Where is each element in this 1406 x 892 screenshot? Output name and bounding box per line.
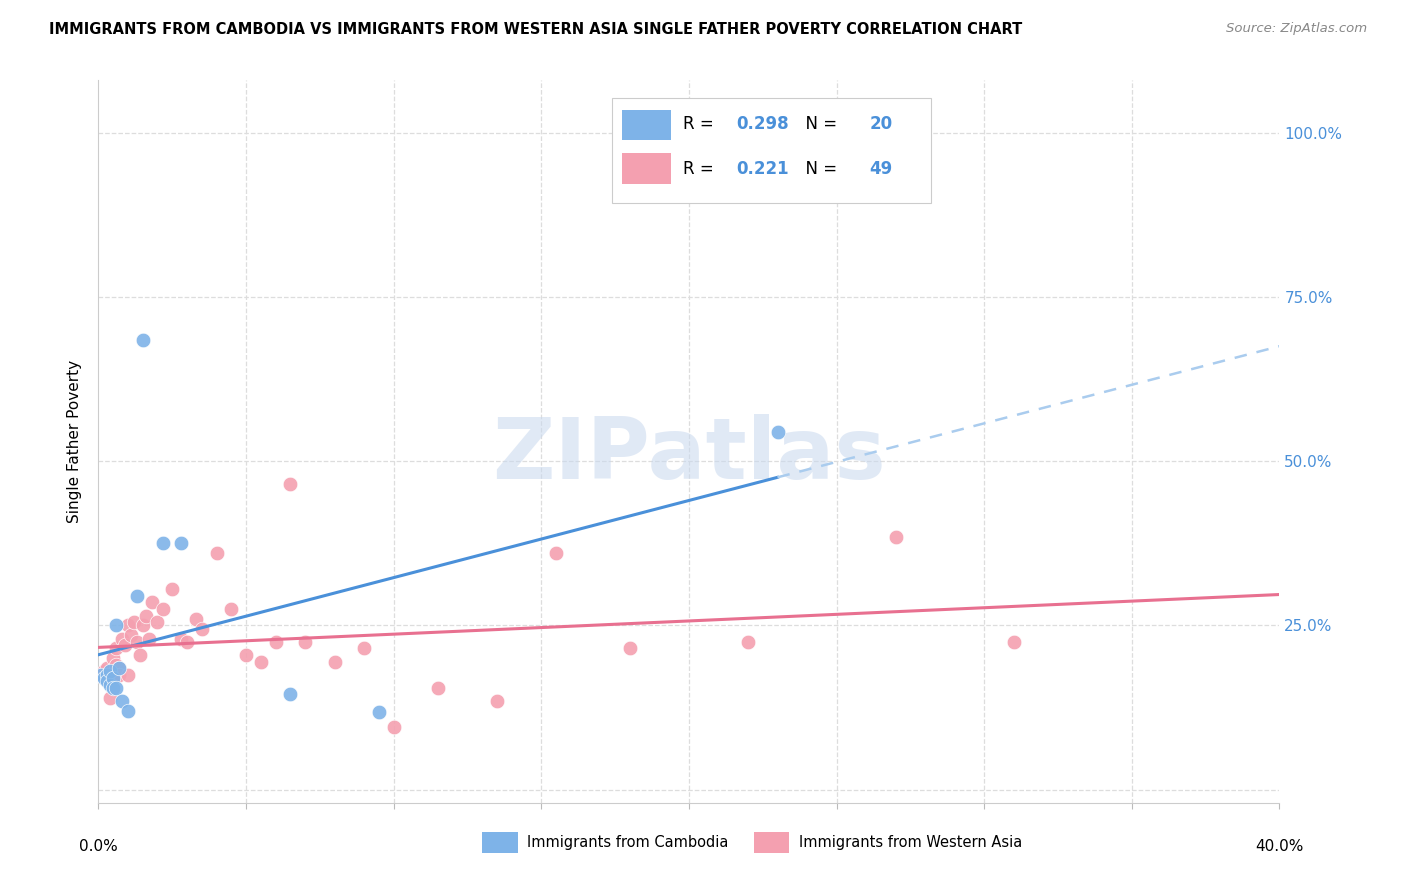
Text: ZIPatlas: ZIPatlas (492, 415, 886, 498)
Point (93, 665, 115, 679)
Point (146, 615, 169, 630)
Text: 20: 20 (870, 115, 893, 133)
Point (108, 661, 131, 675)
Point (141, 595, 163, 609)
Point (122, 615, 145, 630)
Point (884, 530, 907, 544)
Point (737, 635, 759, 649)
Point (108, 667, 131, 681)
Point (382, 720, 405, 734)
Point (132, 618, 155, 632)
Point (128, 648, 150, 662)
Point (280, 477, 302, 491)
FancyBboxPatch shape (612, 98, 931, 203)
Point (353, 641, 375, 656)
Point (105, 657, 128, 672)
Point (111, 694, 134, 708)
Point (103, 667, 125, 681)
Point (486, 694, 509, 708)
Point (323, 655, 346, 669)
Text: Source: ZipAtlas.com: Source: ZipAtlas.com (1226, 22, 1367, 36)
Y-axis label: Single Father Poverty: Single Father Poverty (67, 360, 83, 523)
Point (98, 677, 121, 691)
Point (96, 661, 118, 675)
FancyBboxPatch shape (754, 831, 789, 854)
Point (96, 674, 118, 689)
Point (103, 681, 125, 695)
Point (117, 618, 139, 632)
Point (125, 635, 148, 649)
Point (138, 632, 160, 646)
Point (152, 536, 174, 550)
Point (546, 546, 568, 560)
Point (93, 671, 115, 685)
Point (108, 661, 131, 675)
Point (205, 546, 228, 560)
Point (1002, 635, 1025, 649)
Point (103, 651, 125, 665)
Point (132, 333, 155, 347)
Point (162, 582, 183, 597)
Text: Immigrants from Western Asia: Immigrants from Western Asia (799, 835, 1022, 850)
Point (114, 638, 136, 652)
Point (280, 687, 302, 701)
Point (103, 671, 125, 685)
Point (117, 704, 139, 718)
Point (111, 632, 134, 646)
Point (98, 674, 121, 689)
Point (96, 667, 118, 681)
Point (766, 425, 789, 439)
Point (120, 628, 142, 642)
Text: R =: R = (683, 115, 718, 133)
Point (105, 641, 128, 656)
Point (250, 655, 273, 669)
Point (264, 635, 287, 649)
Point (368, 705, 391, 719)
Point (170, 632, 193, 646)
FancyBboxPatch shape (621, 110, 671, 140)
FancyBboxPatch shape (482, 831, 517, 854)
Text: N =: N = (796, 161, 842, 178)
Point (221, 602, 243, 616)
Point (117, 667, 139, 681)
Text: 40.0%: 40.0% (1256, 838, 1303, 854)
Text: N =: N = (796, 115, 842, 133)
Point (135, 608, 157, 623)
Point (96, 667, 118, 681)
FancyBboxPatch shape (621, 153, 671, 184)
Text: R =: R = (683, 161, 718, 178)
Text: Immigrants from Cambodia: Immigrants from Cambodia (527, 835, 728, 850)
Text: 0.298: 0.298 (737, 115, 789, 133)
Point (152, 602, 174, 616)
Point (93, 671, 115, 685)
Point (98, 665, 121, 679)
Point (105, 618, 128, 632)
Text: IMMIGRANTS FROM CAMBODIA VS IMMIGRANTS FROM WESTERN ASIA SINGLE FATHER POVERTY C: IMMIGRANTS FROM CAMBODIA VS IMMIGRANTS F… (49, 22, 1022, 37)
Point (294, 635, 316, 649)
Point (184, 612, 207, 626)
Text: 49: 49 (870, 161, 893, 178)
Point (125, 589, 148, 603)
Text: 0.0%: 0.0% (79, 838, 118, 854)
Point (170, 536, 193, 550)
Point (235, 648, 257, 662)
Point (105, 681, 128, 695)
Point (427, 681, 450, 695)
Point (90, 667, 112, 681)
Point (176, 635, 198, 649)
Text: 0.221: 0.221 (737, 161, 789, 178)
Point (90, 667, 112, 681)
Point (619, 641, 641, 656)
Point (191, 622, 214, 636)
Point (98, 690, 121, 705)
